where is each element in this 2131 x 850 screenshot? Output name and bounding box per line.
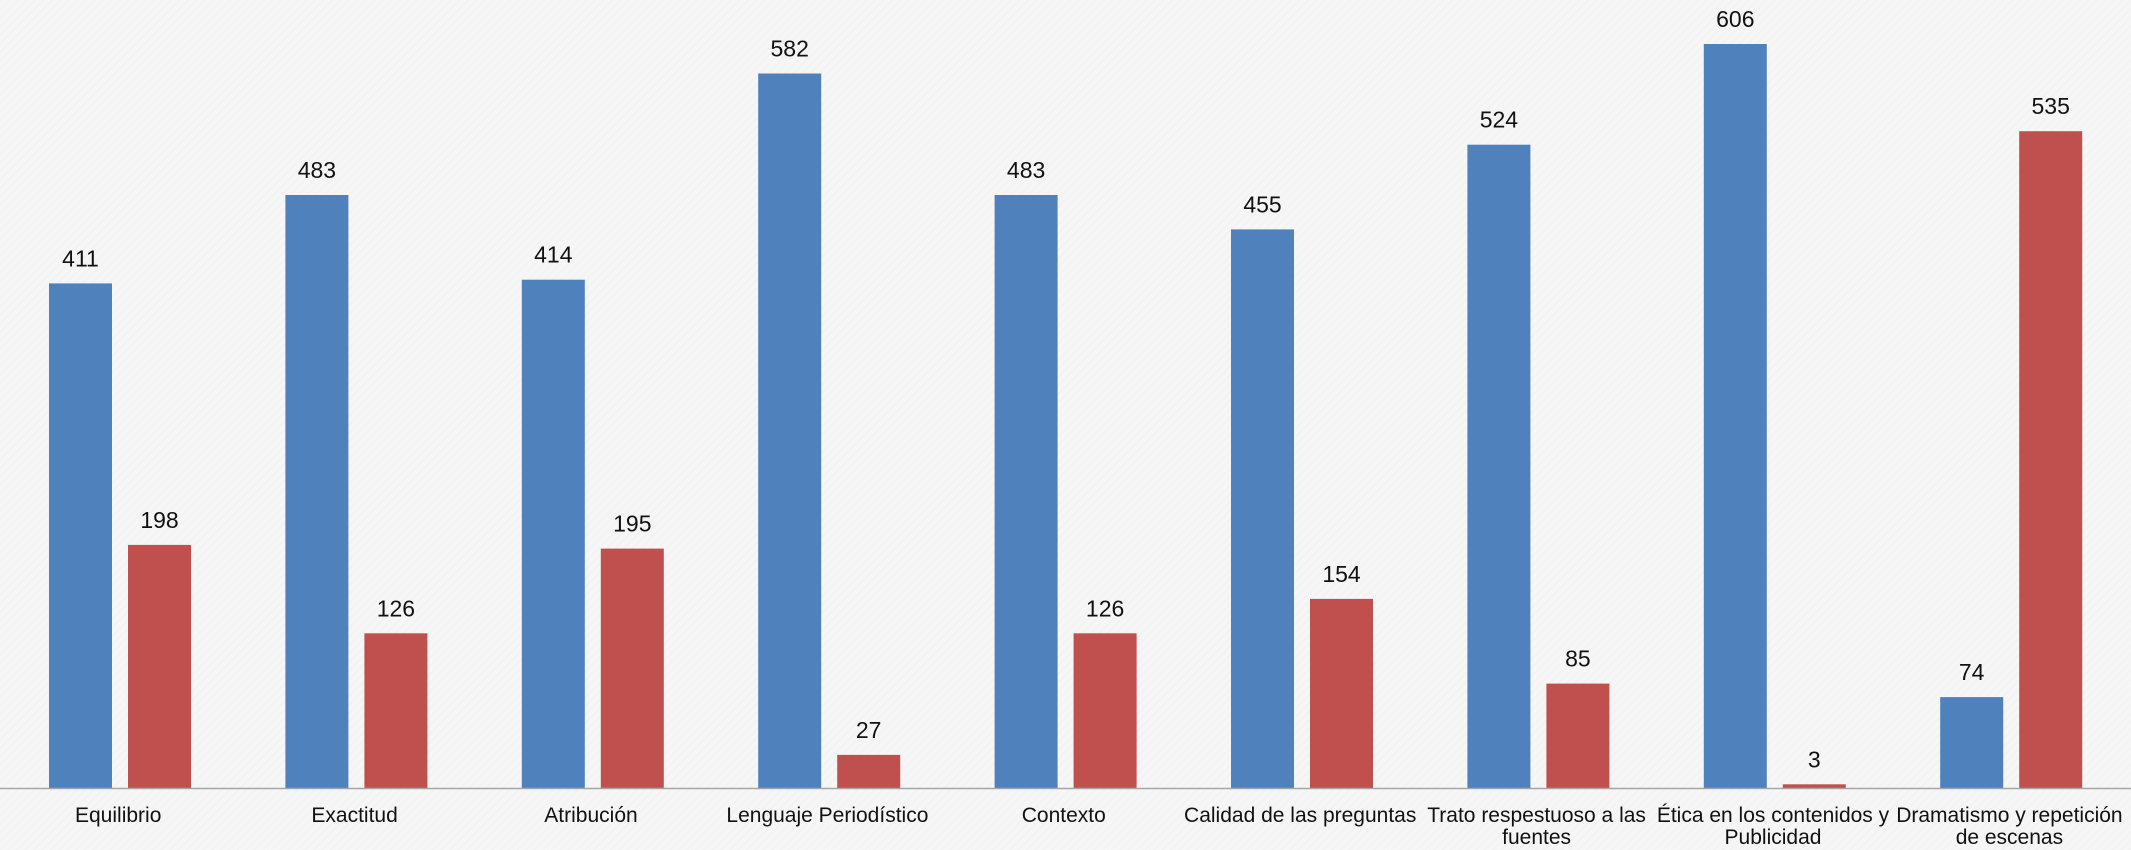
bar-series-2-item-6	[1310, 598, 1373, 788]
value-label-series-1-item-4: 582	[771, 36, 809, 62]
value-label-series-1-item-2: 483	[298, 157, 336, 183]
bar-series-1-item-7	[1467, 144, 1531, 788]
bar-series-2-item-8	[1782, 784, 1846, 788]
category-label-8-line-1: Ética en los contenidos y	[1657, 804, 1890, 827]
value-label-series-2-item-8: 3	[1808, 746, 1821, 772]
value-label-series-1-item-9: 74	[1959, 659, 1985, 685]
bar-series-1-item-5	[994, 195, 1058, 788]
category-label-1: Equilibrio	[75, 804, 161, 827]
value-label-series-2-item-5: 126	[1086, 595, 1124, 621]
value-label-series-1-item-7: 524	[1480, 107, 1519, 133]
value-label-series-2-item-4: 27	[856, 717, 882, 743]
category-label-2: Exactitud	[311, 804, 397, 827]
category-label-3: Atribución	[544, 804, 637, 827]
bar-series-1-item-8	[1703, 44, 1767, 788]
category-label-8-line-2: Publicidad	[1725, 826, 1822, 849]
bar-series-1-item-9	[1940, 697, 2004, 788]
category-label-4: Lenguaje Periodístico	[726, 804, 928, 827]
value-label-series-1-item-6: 455	[1243, 191, 1281, 217]
value-label-series-1-item-8: 606	[1716, 6, 1754, 32]
value-labels-layer: 411 198 483 126 414 195 582 27 483 126 455 154 524 85…	[62, 6, 2070, 772]
value-label-series-1-item-1: 411	[62, 245, 99, 271]
value-label-series-2-item-7: 85	[1565, 646, 1591, 672]
bar-series-2-item-7	[1546, 683, 1610, 788]
value-label-series-2-item-2: 126	[377, 595, 415, 621]
bar-series-1-item-3	[521, 279, 585, 788]
bar-series-2-item-3	[600, 548, 664, 788]
value-label-series-2-item-9: 535	[2032, 93, 2070, 119]
bar-series-1-item-4	[758, 73, 822, 788]
category-label-7-line-2: fuentes	[1502, 826, 1571, 849]
category-label-6: Calidad de las preguntas	[1184, 804, 1416, 827]
category-label-7-line-1: Trato respestuoso a las	[1427, 804, 1646, 827]
bar-series-1-item-1	[49, 283, 112, 788]
value-label-series-2-item-6: 154	[1322, 561, 1361, 587]
bar-series-1-item-6	[1231, 229, 1294, 788]
bar-series-2-item-4	[837, 754, 901, 788]
category-label-9-line-1: Dramatismo y repetición	[1896, 804, 2122, 827]
category-labels-layer: Equilibrio Exactitud Atribución Lenguaje Pe…	[75, 804, 2123, 849]
bars-layer	[49, 44, 2083, 788]
value-label-series-2-item-3: 195	[613, 511, 651, 537]
bar-series-2-item-1	[128, 544, 191, 788]
bar-series-2-item-2	[364, 633, 428, 788]
value-label-series-1-item-3: 414	[534, 242, 573, 268]
value-label-series-1-item-5: 483	[1007, 157, 1045, 183]
bar-series-2-item-9	[2019, 131, 2083, 788]
category-label-5: Contexto	[1022, 804, 1106, 827]
bar-series-2-item-5	[1073, 633, 1137, 788]
category-label-9-line-2: de escenas	[1956, 826, 2063, 849]
bar-series-1-item-2	[285, 195, 349, 788]
value-label-series-2-item-1: 198	[140, 507, 178, 533]
